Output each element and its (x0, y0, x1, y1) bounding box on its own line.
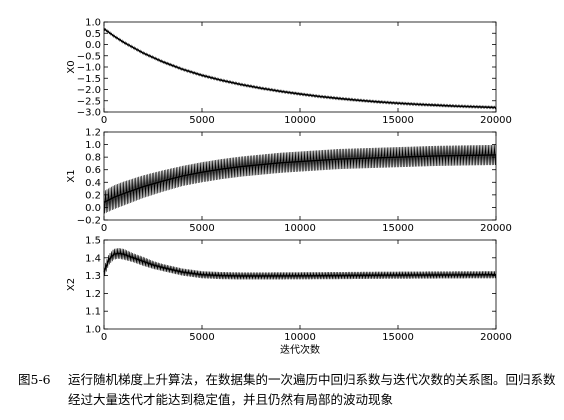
subplot-x0: 1.00.50.0−0.5−1.0−1.5−2.0−2.5−3.00 5000 10… (66, 18, 512, 127)
y-tick-label: 0.0 (85, 203, 101, 214)
series-line (103, 27, 497, 110)
y-tick-label: 0.0 (85, 40, 101, 51)
subplot-x2: 1.5 1.4 1.3 1.2 1.1 1.00 5000 10000 15000 20000 X2… (66, 236, 512, 357)
caption-number: 图5-6 (18, 372, 51, 387)
x-tick-label: 5000 (189, 332, 214, 343)
y-tick-label: −0.2 (77, 216, 101, 227)
x-tick-label: 20000 (480, 115, 512, 126)
x-tick-label: 5000 (189, 115, 214, 126)
x-axis-label: 迭代次数 (280, 343, 320, 356)
series-trend (103, 252, 497, 277)
y-tick-label: 1.2 (85, 128, 101, 139)
y-tick-label: 1.5 (85, 236, 101, 247)
figure: 1.00.50.0−0.5−1.0−1.5−2.0−2.5−3.00 5000 10… (66, 18, 512, 357)
subplot-x1: 1.21.0 0.80.6 0.40.2 0.0 −0.20 5000 10000 15000… (66, 128, 512, 235)
y-tick-label: 1.1 (85, 307, 101, 318)
x-tick-label: 0 (101, 115, 107, 126)
x-tick-label: 20000 (480, 332, 512, 343)
plot-frame (103, 21, 497, 113)
y-tick-label: −2.0 (77, 85, 101, 96)
y-tick-label: 1.4 (85, 253, 101, 264)
x-tick-label: 15000 (382, 332, 414, 343)
x-tick-label: 15000 (382, 115, 414, 126)
y-tick-label: 0.2 (85, 190, 101, 201)
y-tick-label: −2.5 (77, 96, 101, 107)
caption-text: 运行随机梯度上升算法，在数据集的一次遍历中回归系数与迭代次数的关系图。回归系数经… (68, 372, 556, 407)
plot-frame (103, 239, 497, 330)
y-tick-label: 0.5 (85, 29, 101, 40)
y-axis-label: X0 (66, 60, 77, 73)
x-tick-label: 5000 (189, 223, 214, 234)
y-tick-label: −0.5 (77, 51, 101, 62)
series-trend (103, 154, 497, 204)
y-tick-label: 0.8 (85, 153, 101, 164)
x-tick-label: 10000 (284, 332, 316, 343)
x-tick-label: 10000 (284, 115, 316, 126)
x-tick-label: 0 (101, 223, 107, 234)
y-tick-label: 0.6 (85, 165, 101, 176)
y-tick-label: −3.0 (77, 108, 101, 119)
y-tick-label: 1.3 (85, 271, 101, 282)
y-axis-label: X1 (66, 169, 77, 182)
x-tick-label: 20000 (480, 223, 512, 234)
y-tick-label: 1.0 (85, 325, 101, 336)
series-line (103, 248, 497, 280)
x-tick-label: 0 (101, 332, 107, 343)
y-tick-label: −1.0 (77, 63, 101, 74)
y-tick-label: 0.4 (85, 178, 101, 189)
y-tick-label: 1.0 (85, 18, 101, 29)
y-tick-label: −1.5 (77, 74, 101, 85)
y-tick-label: 1.0 (85, 140, 101, 151)
x-tick-label: 15000 (382, 223, 414, 234)
y-axis-label: X2 (66, 278, 77, 291)
x-tick-label: 10000 (284, 223, 316, 234)
y-tick-label: 1.2 (85, 289, 101, 300)
series-trend (103, 28, 497, 109)
series-line (103, 144, 497, 214)
